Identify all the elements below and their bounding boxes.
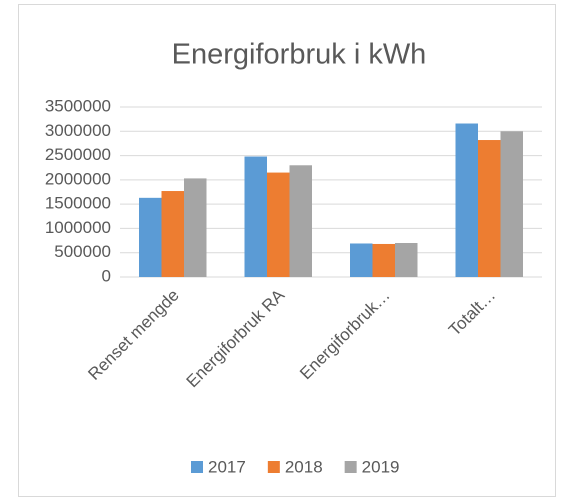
bar bbox=[289, 165, 312, 277]
chart-title: Energiforbruk i kWh bbox=[172, 39, 427, 71]
legend-label: 2018 bbox=[285, 457, 323, 476]
y-tick-label: 1000000 bbox=[45, 218, 111, 237]
y-tick-label: 2500000 bbox=[45, 145, 111, 164]
bar bbox=[350, 243, 373, 277]
bar bbox=[500, 131, 523, 277]
y-tick-label: 3500000 bbox=[45, 96, 111, 115]
bar bbox=[139, 197, 162, 277]
legend-swatch bbox=[191, 461, 203, 473]
legend-swatch bbox=[267, 461, 280, 473]
legend-label: 2019 bbox=[362, 457, 400, 476]
bar bbox=[455, 123, 478, 277]
y-tick-label: 1500000 bbox=[45, 194, 111, 213]
legend-swatch bbox=[344, 461, 357, 473]
y-tick-label: 3000000 bbox=[45, 121, 111, 140]
y-tick-label: 2000000 bbox=[45, 169, 111, 188]
bar bbox=[267, 172, 290, 277]
legend-label: 2017 bbox=[208, 457, 246, 476]
y-tick-label: 500000 bbox=[54, 242, 111, 261]
bar bbox=[478, 140, 501, 277]
bar bbox=[161, 191, 184, 277]
y-tick-label: 0 bbox=[102, 266, 111, 285]
bar bbox=[184, 178, 207, 277]
bar bbox=[372, 243, 395, 277]
bar bbox=[244, 156, 267, 277]
bar bbox=[395, 243, 418, 277]
